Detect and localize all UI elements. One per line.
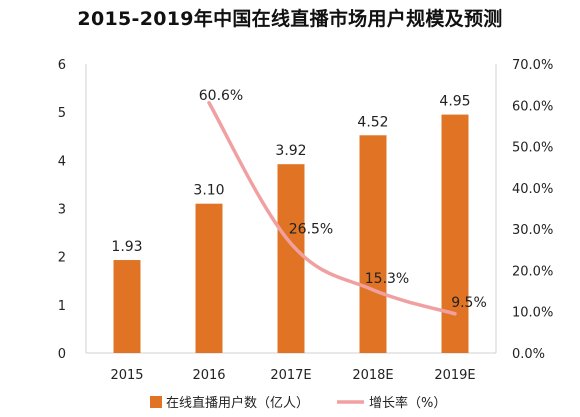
y2-axis-tick-label: 40.0%	[512, 182, 553, 197]
y-axis-tick-label: 0	[58, 347, 66, 362]
y2-axis-tick-label: 60.0%	[512, 99, 553, 114]
y-axis-tick-label: 6	[58, 58, 66, 73]
growth-rate-line	[207, 101, 457, 316]
bar-data-label: 1.93	[111, 239, 142, 255]
bar	[113, 260, 141, 353]
y-axis-tick-label: 5	[58, 106, 66, 121]
x-axis-tick-label: 2018E	[352, 368, 393, 383]
y2-axis-tick-label: 50.0%	[512, 141, 553, 156]
y-axis-tick-label: 4	[58, 154, 66, 169]
y2-axis-tick-label: 20.0%	[512, 264, 553, 279]
y-axis-tick-label: 1	[58, 299, 66, 314]
bar	[359, 135, 387, 353]
legend-bar-label: 在线直播用户数（亿人）	[166, 395, 309, 411]
y2-axis-tick-label: 0.0%	[512, 347, 545, 362]
bar	[441, 114, 469, 353]
bar-data-label: 4.52	[357, 114, 388, 130]
x-axis-tick-label: 2019E	[434, 368, 475, 383]
legend-bar-swatch	[150, 396, 162, 408]
y2-axis-tick-label: 30.0%	[512, 223, 553, 238]
x-axis-tick-label: 2017E	[270, 368, 311, 383]
line-data-label: 9.5%	[451, 295, 487, 311]
line-data-label: 60.6%	[199, 88, 243, 104]
bar-data-label: 3.10	[193, 183, 224, 199]
y2-axis-tick-label: 10.0%	[512, 306, 553, 321]
line-data-label: 15.3%	[365, 271, 409, 287]
chart-title: 2015-2019年中国在线直播市场用户规模及预测	[77, 8, 503, 30]
x-axis-tick-label: 2016	[192, 368, 225, 383]
y2-axis-tick-label: 70.0%	[512, 58, 553, 73]
line-data-label: 26.5%	[289, 222, 333, 238]
legend-line-label: 增长率（%）	[369, 395, 446, 411]
bar	[195, 203, 223, 353]
bar-data-label: 3.92	[275, 143, 306, 159]
y-axis-tick-label: 3	[58, 203, 66, 218]
x-axis-tick-label: 2015	[110, 368, 143, 383]
bar	[277, 164, 305, 353]
y-axis-tick-label: 2	[58, 251, 66, 266]
bar-data-label: 4.95	[439, 94, 470, 110]
